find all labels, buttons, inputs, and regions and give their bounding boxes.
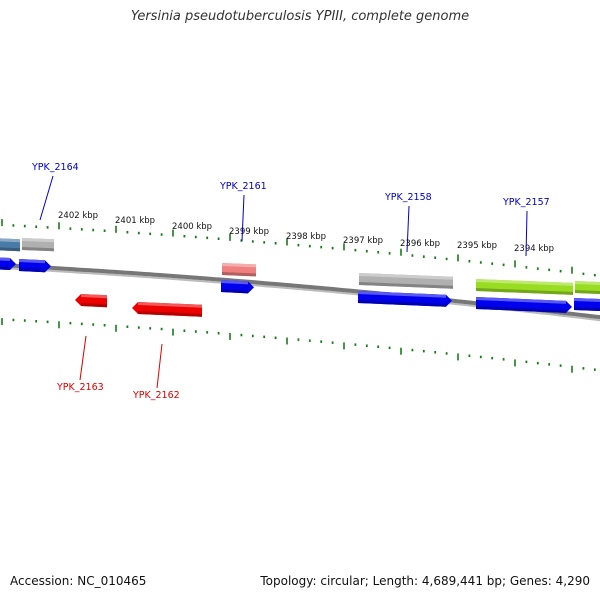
gene-red (75, 294, 107, 308)
ruler-label: 2399 kbp (229, 227, 269, 237)
ruler-label: 2398 kbp (286, 232, 326, 242)
gene-callout-ypk-2163: YPK_2163 (56, 335, 104, 393)
ruler-label: 2402 kbp (58, 211, 98, 221)
inner-tick-ring (1, 318, 596, 373)
gene-steel (0, 238, 20, 252)
ruler-label: 2397 kbp (343, 236, 383, 246)
gene-gray (359, 273, 453, 289)
gene-callout-ypk-2158: YPK_2158 (384, 192, 432, 253)
gene-blue (358, 291, 452, 307)
gene-callout-ypk-2161: YPK_2161 (219, 181, 267, 242)
gene-features (0, 238, 600, 317)
outer-tick-ring (1, 219, 596, 277)
gene-label: YPK_2164 (31, 162, 79, 173)
gene-label: YPK_2157 (502, 197, 550, 208)
gene-gray (22, 238, 54, 252)
gene-callouts: YPK_2164 YPK_2161 YPK_2158 YPK_2157 YPK_2163… (31, 162, 550, 401)
ruler-label: 2401 kbp (115, 216, 155, 226)
ruler-label: 2396 kbp (400, 239, 440, 249)
genome-summary-label: Topology: circular; Length: 4,689,441 bp… (260, 574, 590, 588)
ruler-label: 2400 kbp (172, 222, 212, 232)
gene-red (132, 302, 202, 317)
gene-blue (574, 298, 600, 312)
map-title: Yersinia pseudotuberculosis YPIII, compl… (130, 9, 470, 24)
gene-blue (221, 280, 254, 294)
gene-label: YPK_2161 (219, 181, 267, 192)
gene-blue (476, 297, 572, 313)
gene-green (476, 279, 573, 295)
accession-label: Accession: NC_010465 (10, 574, 147, 588)
gene-label: YPK_2158 (384, 192, 432, 203)
ruler-labels: 2402 kbp 2401 kbp 2400 kbp 2399 kbp 2398 kbp… (58, 211, 554, 254)
ruler-label: 2394 kbp (514, 244, 554, 254)
gene-callout-ypk-2157: YPK_2157 (502, 197, 550, 257)
gene-callout-ypk-2164: YPK_2164 (31, 162, 79, 221)
gene-pink (222, 263, 256, 277)
gene-label: YPK_2163 (56, 382, 104, 393)
gene-label: YPK_2162 (132, 390, 180, 401)
gene-blue (0, 257, 16, 271)
gene-callout-ypk-2162: YPK_2162 (132, 343, 180, 401)
gene-blue (19, 259, 51, 273)
gene-green (575, 281, 600, 295)
ruler-label: 2395 kbp (457, 241, 497, 251)
